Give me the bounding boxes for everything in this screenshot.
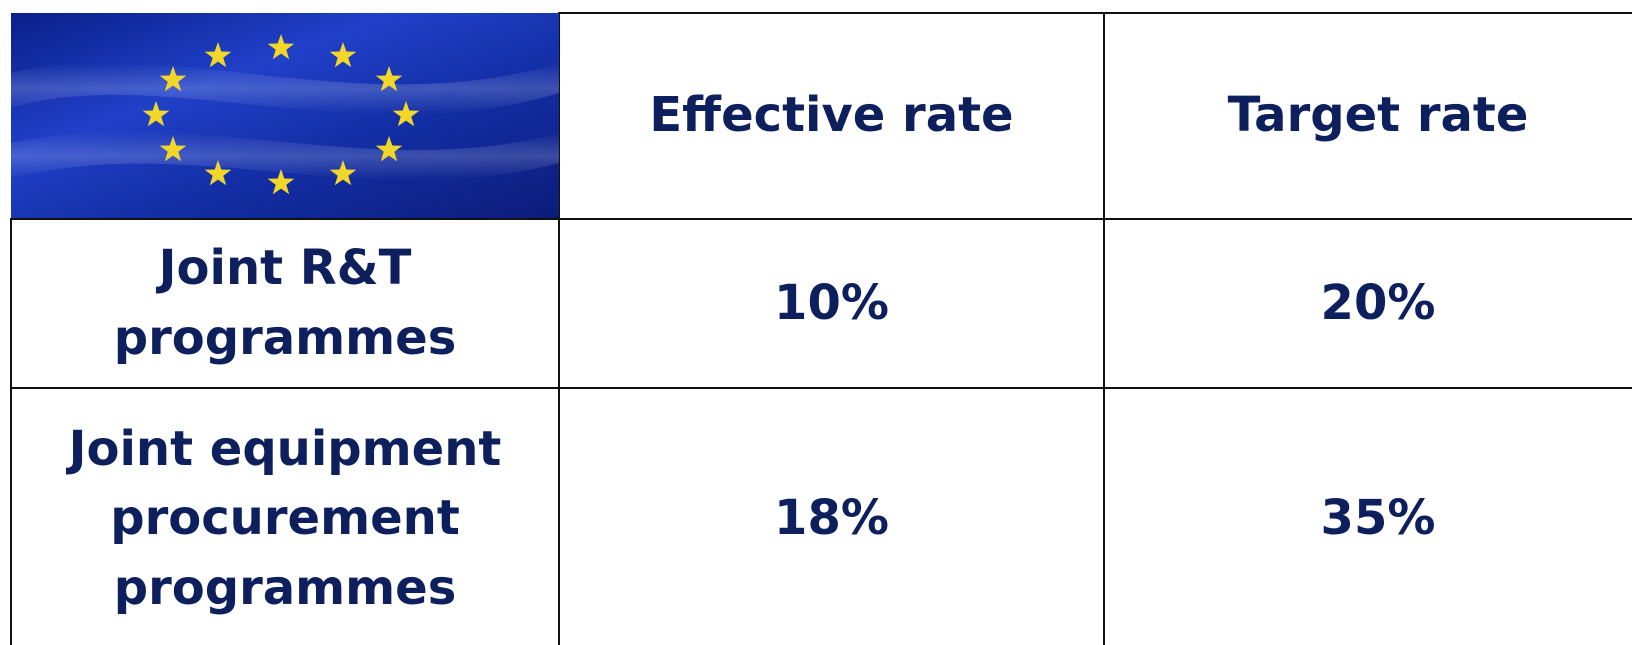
eu-flag: [11, 13, 559, 218]
header-cell: Target rate: [1103, 12, 1632, 220]
row-label: Joint R&T programmes: [10, 218, 560, 389]
table-row: Joint R&T programmes 10% 20%: [10, 218, 1632, 389]
cell: 35%: [1103, 387, 1632, 645]
rates-table: Effective rate Target rate Joint R&T pro…: [10, 12, 1632, 645]
row-label: Joint equipment procurement programmes: [10, 387, 560, 645]
cell: 20%: [1103, 218, 1632, 389]
flag-cell: [11, 13, 560, 220]
header-row: Effective rate Target rate: [11, 12, 1632, 220]
table-row: Joint equipment procurement programmes 1…: [10, 387, 1632, 645]
header-cell: Effective rate: [558, 12, 1105, 220]
cell: 10%: [558, 218, 1105, 389]
cell: 18%: [558, 387, 1105, 645]
